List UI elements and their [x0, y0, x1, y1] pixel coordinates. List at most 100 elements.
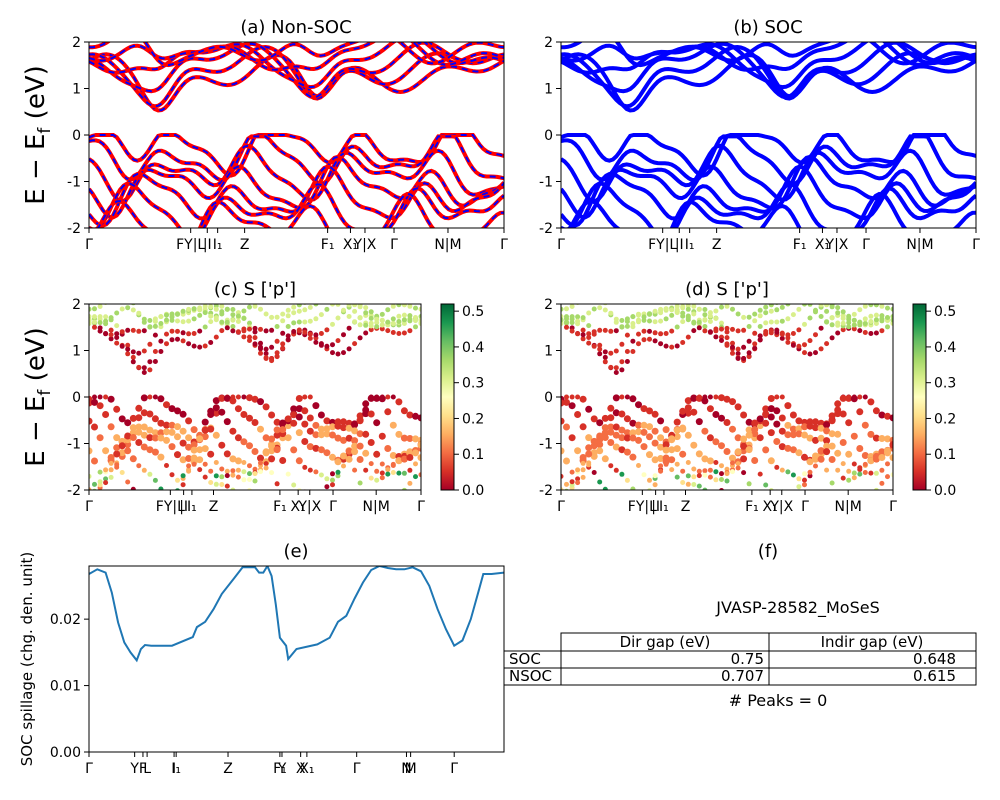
panel-d-point-406 — [779, 394, 785, 400]
panel-c-point-371 — [113, 405, 121, 413]
panel-d-point-292 — [824, 308, 830, 314]
panel-c-point-96 — [280, 345, 286, 351]
panel-c: 2 1 0 -1 -2 Γ FY|L|II₁ Z F₁ X₁Y|X Γ N|M Γ 0.5 0.4 0.3… — [67, 294, 484, 515]
panel-c-point-228 — [336, 298, 341, 303]
panel-d-point-438 — [618, 410, 626, 418]
panel-d-point-257 — [630, 314, 636, 320]
panel-c-point-599 — [362, 430, 370, 438]
panel-e-xtick-label-2: F — [139, 761, 147, 777]
panel-c-point-319 — [164, 317, 169, 323]
panel-c-point-216 — [269, 344, 275, 350]
panel-d-point-725 — [857, 471, 863, 477]
panel-c-point-535 — [345, 434, 353, 442]
panel-c-point-359 — [385, 307, 391, 313]
panel-d-point-282 — [768, 308, 774, 314]
panel-c-point-644 — [273, 426, 281, 434]
panel-c-point-333 — [241, 308, 247, 314]
panel-b-xtick-label-1: FY|L — [648, 237, 677, 253]
panel-c-point-218 — [280, 330, 286, 336]
panel-f: JVASP-28582_MoSeS Dir gap (eV) Indir gap… — [503, 598, 977, 710]
panel-d-point-318 — [630, 321, 636, 326]
panel-c-point-348 — [324, 294, 329, 299]
panel-d-point-775 — [796, 484, 802, 490]
panel-a-xticks: Γ FY|L|I I₁ Z F₁ X₁Y|X Γ N|M Γ — [85, 228, 508, 253]
panel-d-point-277 — [741, 327, 747, 333]
panel-c-point-364 — [413, 305, 418, 311]
panel-d-point-11 — [619, 367, 625, 373]
panel-c-point-591 — [317, 446, 325, 454]
panel-d-point-463 — [756, 422, 764, 430]
panel-c-point-483 — [395, 430, 403, 438]
panel-c-point-148 — [230, 312, 236, 318]
panel-c-point-471 — [329, 423, 336, 431]
panel-c-point-187 — [108, 332, 114, 338]
panel-d-point-656 — [813, 463, 818, 469]
panel-c-xtick-label-1: FY|L — [156, 499, 185, 515]
panel-d-point-550 — [563, 457, 570, 465]
panel-a-ytick-label-0: 2 — [72, 35, 81, 51]
panel-d-point-31 — [730, 340, 735, 346]
panel-d-point-700 — [719, 477, 724, 482]
panel-c-point-587 — [295, 429, 303, 437]
panel-d-point-192 — [608, 328, 614, 334]
panel-c-point-679 — [129, 455, 137, 463]
panel-c-point-303 — [413, 315, 418, 320]
panel-a-xtick-label-4: Z — [240, 237, 250, 253]
panel-d-point-562 — [629, 434, 637, 442]
panel-d-cbtick-label-0: 0.5 — [934, 304, 956, 320]
panel-c-point-563 — [163, 436, 170, 444]
panel-c-point-443 — [174, 423, 181, 431]
panel-d-point-506 — [657, 443, 665, 451]
panel-c-point-424 — [406, 411, 414, 419]
panel-d-point-149 — [707, 319, 713, 324]
panel-d-point-167 — [807, 315, 813, 321]
panel-d-point-586 — [762, 419, 770, 427]
panel-a-band-overlay-2 — [89, 42, 504, 99]
panel-c-point-343 — [296, 304, 302, 308]
panel-d-point-779 — [817, 455, 825, 463]
panel-d-point-475 — [823, 421, 831, 429]
panel-d-point-563 — [635, 436, 642, 444]
panel-d-point-781 — [829, 480, 835, 486]
panel-b-xticks: Γ FY|L|I I₁ Z F₁ X₁Y|X Γ N|M Γ — [557, 228, 980, 253]
panel-d-point-50 — [835, 330, 841, 336]
panel-c-point-191 — [130, 327, 136, 333]
panel-c-point-570 — [201, 426, 209, 434]
panel-d-point-338 — [741, 314, 747, 320]
panel-c-point-393 — [235, 394, 241, 400]
panel-d-point-66 — [586, 335, 592, 340]
panel-c-point-716 — [335, 469, 341, 475]
panel-c-point-273 — [247, 326, 252, 332]
panel-d-point-157 — [752, 341, 758, 347]
panel-c-point-407 — [312, 402, 320, 410]
panel-d-point-18 — [658, 341, 664, 347]
panel-d-point-737 — [586, 462, 592, 468]
panel-c-point-378 — [152, 394, 158, 400]
panel-d-point-283 — [774, 307, 780, 313]
panel-d-point-584 — [751, 419, 759, 427]
panel-d-point-133 — [619, 341, 625, 347]
panel-d-point-252 — [602, 307, 608, 313]
panel-b-band-1 — [561, 44, 976, 109]
panel-d-point-465 — [767, 405, 775, 413]
panel-d-xtick-label-0: Γ — [557, 499, 565, 515]
panel-c-point-507 — [190, 441, 198, 449]
panel-c-point-774 — [319, 493, 324, 498]
panel-c-point-404 — [295, 395, 303, 402]
panel-a-xtick-label-2: |I — [203, 237, 212, 253]
panel-c-point-725 — [385, 471, 391, 477]
panel-c-point-394 — [241, 394, 247, 400]
panel-c-point-575 — [229, 455, 237, 463]
panel-d-point-348 — [796, 294, 801, 299]
panel-d-point-652 — [790, 472, 796, 478]
panel-d-point-613 — [575, 480, 581, 486]
panel-c-point-66 — [114, 335, 120, 340]
panel-d-point-632 — [679, 450, 687, 458]
panel-d-point-705 — [745, 446, 753, 454]
panel-d-point-378 — [624, 394, 630, 400]
panel-c-point-395 — [246, 394, 253, 402]
panel-d-point-398 — [734, 403, 742, 411]
panel-d-point-301 — [873, 312, 879, 318]
panel-c-point-539 — [367, 410, 375, 418]
panel-c-point-370 — [107, 395, 115, 403]
